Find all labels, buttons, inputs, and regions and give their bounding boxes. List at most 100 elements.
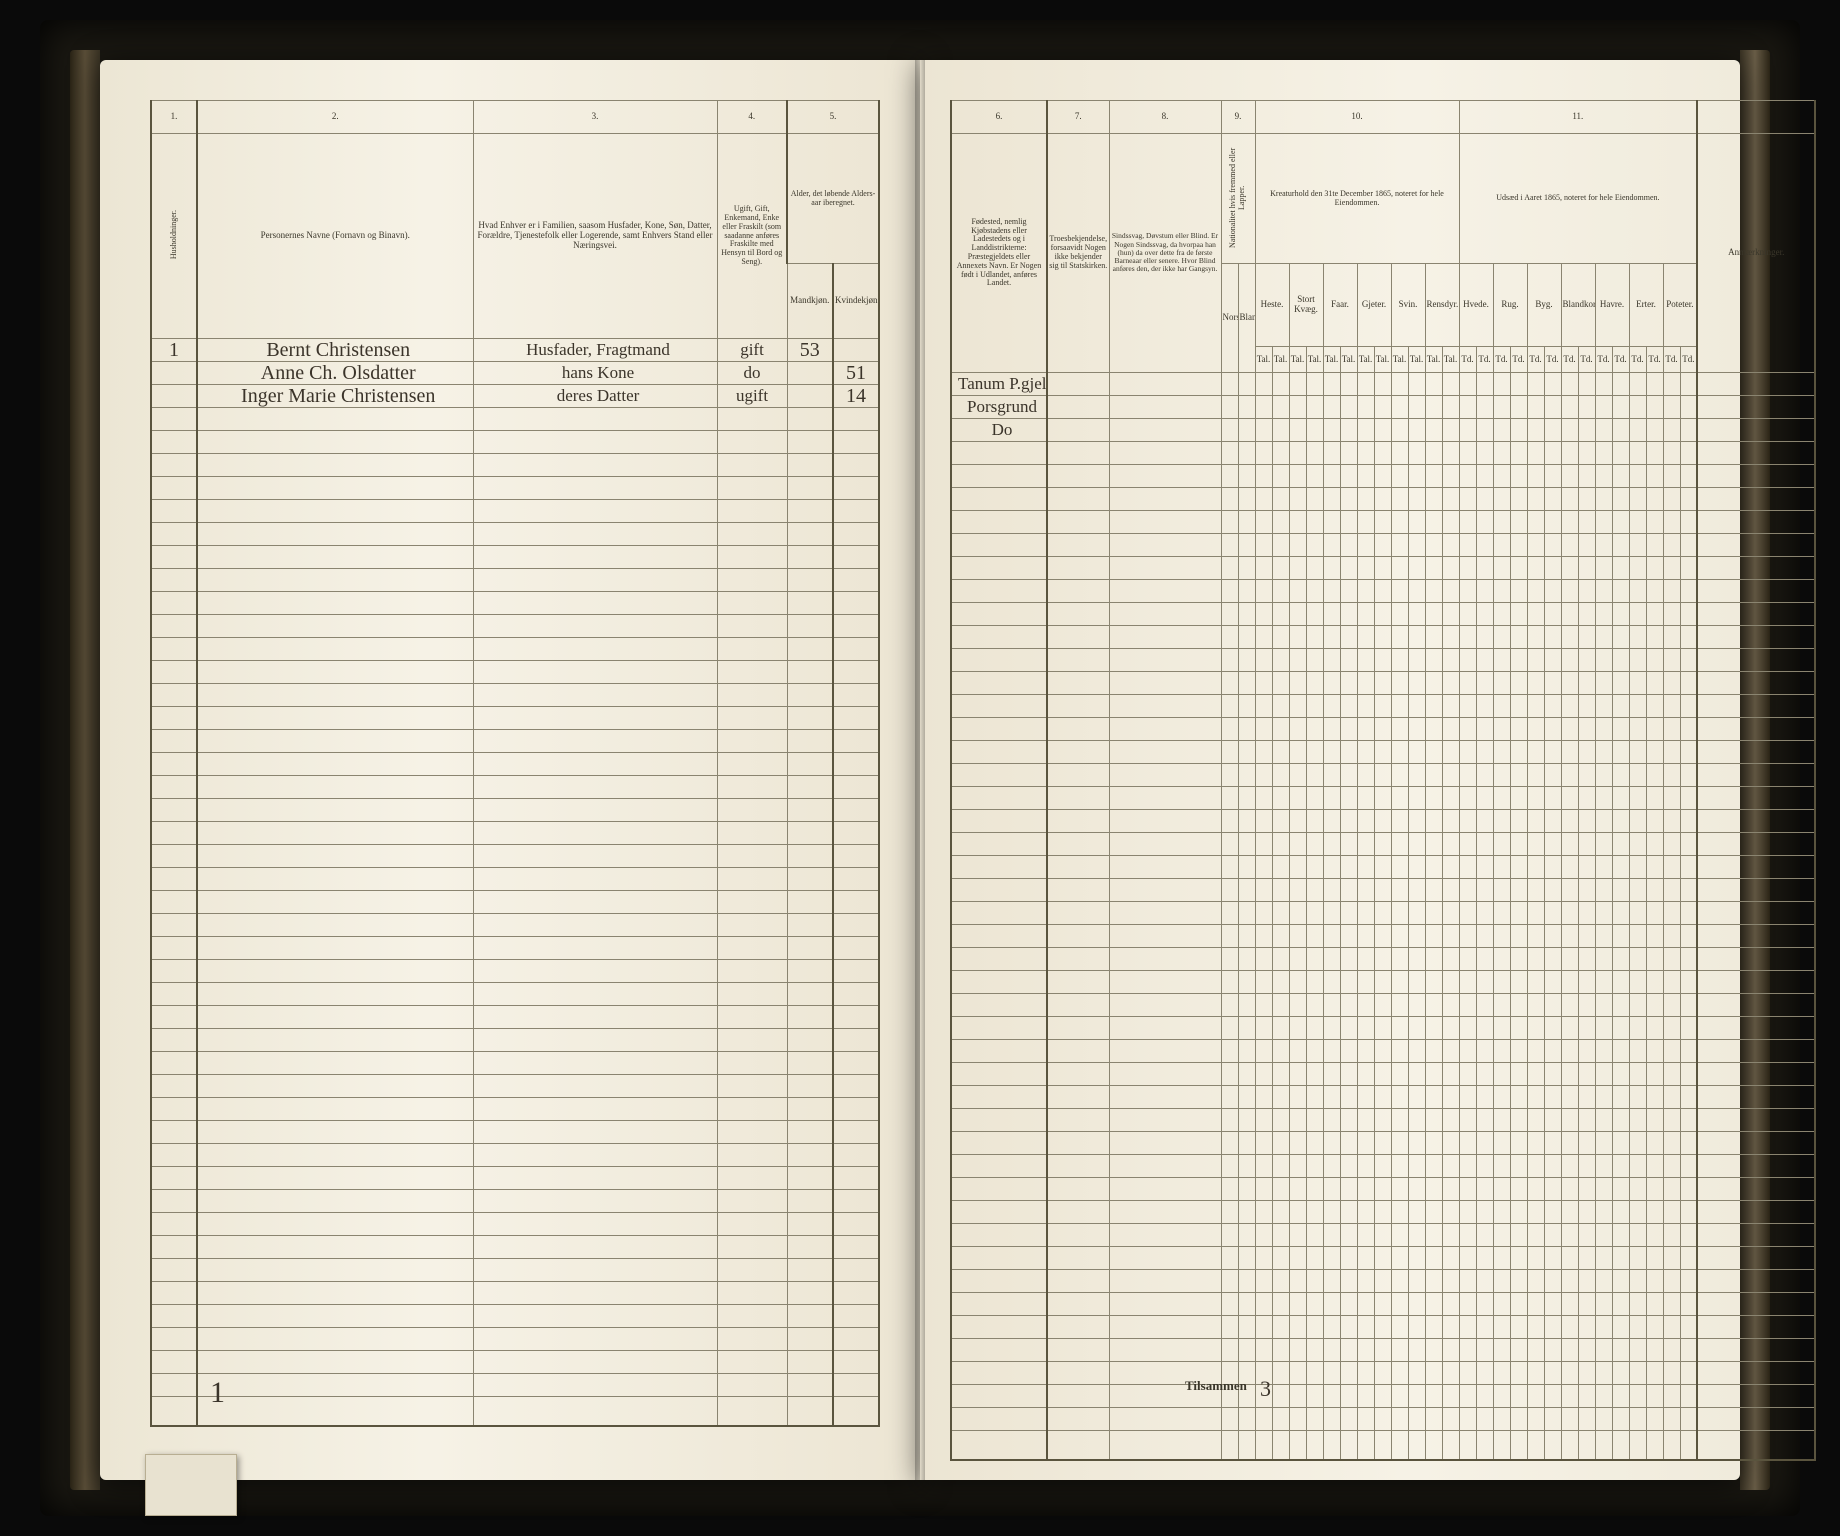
cell-num [151, 362, 197, 385]
u: Td. [1612, 347, 1629, 373]
hdr-rensdyr: Rensdyr. [1425, 264, 1459, 347]
footer-tilsammen: Tilsammen [1185, 1378, 1247, 1394]
table-row [151, 822, 879, 845]
colnum-9: 9. [1221, 101, 1255, 134]
colnum-2: 2. [197, 101, 473, 134]
hdr-norsk: Norsk. [1221, 264, 1238, 373]
table-row [951, 1247, 1815, 1270]
cell-rel: deres Datter [473, 385, 717, 408]
table-row [951, 1293, 1815, 1316]
cell-stat: ugift [717, 385, 787, 408]
hdr-female: Kvindekjøn. [833, 264, 879, 339]
u: Td. [1544, 347, 1561, 373]
hdr-relation: Hvad Enhver er i Familien, saasom Husfad… [473, 134, 717, 339]
table-row [151, 1052, 879, 1075]
hdr-byg: Byg. [1527, 264, 1561, 347]
table-row [151, 730, 879, 753]
table-row [951, 902, 1815, 925]
table-row: Tanum P.gjeld [951, 373, 1815, 396]
u: Td. [1561, 347, 1578, 373]
table-row [151, 546, 879, 569]
cell-rel: Husfader, Fragtmand [473, 339, 717, 362]
table-row [951, 764, 1815, 787]
table-row [951, 787, 1815, 810]
table-row [951, 810, 1815, 833]
table-row [151, 707, 879, 730]
hdr-birthplace: Fødested, nemlig Kjøbstadens eller Lades… [951, 134, 1047, 373]
u: Tal. [1357, 347, 1374, 373]
table-row [951, 626, 1815, 649]
table-row [151, 1351, 879, 1374]
colnum-8: 8. [1109, 101, 1221, 134]
table-row [151, 523, 879, 546]
table-row [151, 983, 879, 1006]
table-row [151, 937, 879, 960]
table-row [951, 1224, 1815, 1247]
table-row: Porsgrund [951, 396, 1815, 419]
bottom-rule [951, 1431, 1815, 1461]
u: Td. [1578, 347, 1595, 373]
cell-k: 51 [833, 362, 879, 385]
book-spread: 1. 2. 3. 4. 5. Husholdninger. Personerne… [40, 20, 1800, 1516]
hdr-svin: Svin. [1391, 264, 1425, 347]
table-row [151, 1282, 879, 1305]
cell-stat: do [717, 362, 787, 385]
table-row [151, 1259, 879, 1282]
cell-birth: Porsgrund [951, 396, 1047, 419]
table-row [151, 845, 879, 868]
ledger-table-right: 6. 7. 8. 9. 10. 11. Fødested, nemlig Kjø… [950, 100, 1816, 1461]
col-number-row: 1. 2. 3. 4. 5. [151, 101, 879, 134]
u: Td. [1510, 347, 1527, 373]
table-row [951, 672, 1815, 695]
table-row [151, 1006, 879, 1029]
table-row [151, 891, 879, 914]
cell-name: Inger Marie Christensen [197, 385, 473, 408]
colnum-11: 11. [1459, 101, 1697, 134]
table-row [151, 431, 879, 454]
table-row [951, 948, 1815, 971]
cell-k [833, 339, 879, 362]
hdr-blandet: Blandet. [1238, 264, 1255, 373]
hdr-male: Mandkjøn. [787, 264, 833, 339]
table-row [951, 1109, 1815, 1132]
u: Td. [1595, 347, 1612, 373]
table-row [151, 477, 879, 500]
u: Td. [1476, 347, 1493, 373]
u: Td. [1646, 347, 1663, 373]
hdr-poteter: Poteter. [1663, 264, 1697, 347]
page-right: 6. 7. 8. 9. 10. 11. Fødested, nemlig Kjø… [920, 60, 1740, 1480]
table-row [951, 1362, 1815, 1385]
colnum-remarks [1697, 101, 1815, 134]
cell-rel: hans Kone [473, 362, 717, 385]
colnum-1: 1. [151, 101, 197, 134]
table-row [151, 592, 879, 615]
u: Tal. [1255, 347, 1272, 373]
table-row [951, 1385, 1815, 1408]
hdr-gjeter: Gjeter. [1357, 264, 1391, 347]
header-row-left: Husholdninger. Personernes Navne (Fornav… [151, 134, 879, 264]
table-row [951, 1316, 1815, 1339]
table-row [151, 1029, 879, 1052]
hdr-households: Husholdninger. [151, 134, 197, 339]
hdr-hvede: Hvede. [1459, 264, 1493, 347]
hdr-blandkorn: Blandkorn. [1561, 264, 1595, 347]
table-row [151, 868, 879, 891]
table-row [151, 960, 879, 983]
u: Tal. [1272, 347, 1289, 373]
table-row [151, 1167, 879, 1190]
table-row [951, 925, 1815, 948]
table-row [951, 557, 1815, 580]
table-row [951, 971, 1815, 994]
table-row [151, 684, 879, 707]
table-row [151, 408, 879, 431]
table-row [151, 661, 879, 684]
table-row [951, 1063, 1815, 1086]
table-row [951, 1086, 1815, 1109]
table-row [151, 454, 879, 477]
table-row [951, 856, 1815, 879]
table-row [151, 1213, 879, 1236]
table-row [951, 1339, 1815, 1362]
table-row [151, 638, 879, 661]
table-row [951, 442, 1815, 465]
table-row [951, 718, 1815, 741]
